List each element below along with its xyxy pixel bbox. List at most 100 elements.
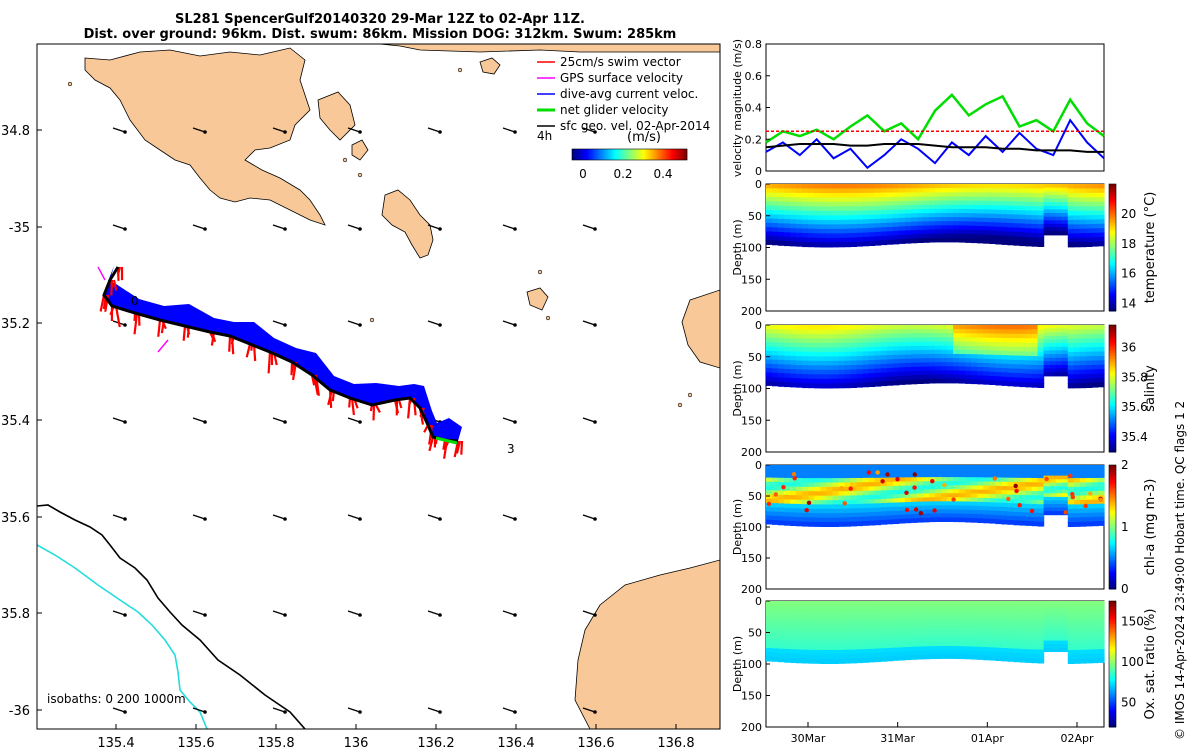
depth-cell: [886, 469, 894, 474]
map-colorbar-cell: [582, 149, 584, 160]
depth-cell: [995, 519, 1002, 525]
depth-cell: [898, 465, 906, 470]
swim-vector: [112, 279, 118, 291]
depth-cell: [971, 477, 978, 482]
depth-cell: [1055, 231, 1063, 236]
depth-cell: [1049, 629, 1057, 634]
depth-cell: [904, 346, 912, 351]
colorbar-cell: [1109, 446, 1116, 450]
depth-cell: [832, 486, 839, 492]
depth-cell: [947, 517, 954, 522]
depth-cell: [953, 497, 960, 502]
depth-cell: [916, 333, 924, 339]
depth-cell: [941, 633, 948, 639]
depth-cell: [886, 333, 894, 339]
depth-cell: [929, 601, 936, 606]
colorbar-cell: [1109, 257, 1116, 261]
depth-cell: [892, 350, 900, 356]
depth-cell: [862, 347, 870, 352]
depth-cell: [1043, 608, 1051, 613]
depth-cell: [1079, 632, 1087, 637]
depth-cell: [977, 609, 984, 615]
depth-cell: [1025, 342, 1033, 348]
depth-cell: [880, 329, 888, 335]
colorbar-cell: [1109, 621, 1116, 625]
map-colorbar-cell: [619, 149, 621, 160]
depth-cell: [1037, 329, 1045, 335]
depth-cell: [947, 642, 954, 647]
depth-cell: [1007, 223, 1014, 228]
colorbar-cell: [1109, 421, 1116, 425]
depth-cell: [977, 230, 984, 235]
depth-cell: [977, 371, 984, 376]
depth-cell: [814, 193, 821, 199]
depth-cell: [766, 196, 773, 202]
depth-cell: [1001, 507, 1008, 512]
map-colorbar-cell: [627, 149, 629, 160]
depth-cell: [814, 517, 821, 523]
depth-cell: [1061, 468, 1069, 473]
colorbar-cell: [1109, 363, 1116, 367]
depth-cell: [1025, 653, 1033, 659]
depth-cell: [880, 473, 888, 479]
depth-cell: [1001, 502, 1008, 508]
sfc-velocity-arrow: [112, 514, 126, 520]
depth-cell: [802, 465, 809, 470]
depth-cell: [965, 370, 972, 376]
depth-section-cells: [766, 325, 1105, 389]
depth-cell: [862, 188, 870, 194]
depth-cell: [929, 325, 936, 330]
depth-cell: [1025, 601, 1033, 606]
depth-cell: [1067, 219, 1075, 225]
depth-cell: [856, 369, 864, 375]
depth-cell: [778, 465, 785, 470]
depth-cell: [910, 234, 918, 240]
depth-cell: [1049, 191, 1057, 196]
depth-cell: [880, 494, 888, 500]
depth-cell: [977, 367, 984, 372]
depth-cell: [977, 626, 984, 631]
depth-cell: [886, 184, 894, 189]
depth-cell: [838, 325, 845, 331]
depth-y-tick-label: 50: [748, 490, 762, 503]
depth-cell: [995, 651, 1002, 657]
depth-cell: [1031, 623, 1039, 628]
depth-cell: [1085, 478, 1093, 483]
depth-cell: [977, 613, 984, 619]
map-colorbar-cell: [613, 149, 615, 160]
depth-cell: [886, 222, 894, 228]
depth-cell: [898, 514, 906, 520]
depth-cell: [1073, 219, 1081, 225]
depth-cell: [983, 514, 990, 520]
depth-cell: [1031, 228, 1039, 234]
depth-cell: [1001, 240, 1008, 245]
depth-cell: [1019, 188, 1027, 194]
depth-cell: [983, 205, 990, 210]
map-colorbar-cell: [618, 149, 620, 160]
depth-cell: [935, 642, 942, 647]
depth-cell: [1037, 219, 1045, 225]
depth-cell: [898, 333, 906, 339]
depth-cell: [965, 489, 972, 495]
depth-cell: [910, 510, 918, 515]
depth-cell: [814, 242, 821, 248]
depth-cell: [814, 201, 821, 207]
depth-cell: [820, 641, 827, 647]
depth-cell: [1079, 242, 1087, 248]
colorbar-cell: [1109, 566, 1116, 570]
depth-cell: [1073, 465, 1081, 470]
depth-cell: [971, 350, 978, 355]
depth-cell: [1073, 469, 1081, 475]
depth-cell: [778, 482, 785, 487]
depth-section-cells: [766, 184, 1105, 248]
depth-cell: [959, 229, 966, 235]
depth-cell: [947, 196, 954, 202]
depth-cell: [784, 490, 791, 496]
depth-cell: [935, 625, 942, 631]
depth-cell: [977, 634, 984, 640]
depth-cell: [1055, 472, 1063, 477]
depth-cell: [862, 640, 870, 646]
depth-cell: [898, 498, 906, 503]
depth-cell: [784, 499, 791, 505]
colorbar-cell: [1109, 242, 1116, 246]
